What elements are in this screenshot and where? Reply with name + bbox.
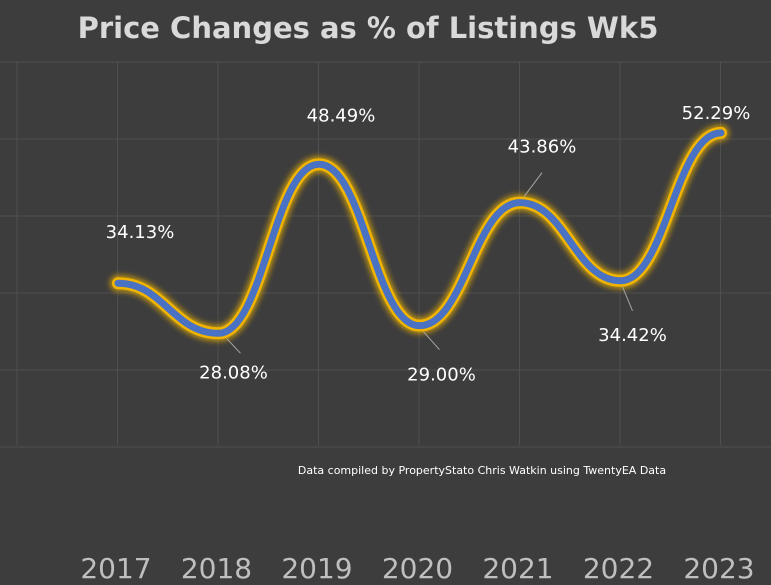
x-tick-label: 2021	[482, 552, 553, 585]
data-label: 34.42%	[598, 325, 667, 346]
series-line-group	[110, 124, 729, 342]
x-tick-label: 2020	[382, 552, 453, 585]
x-tick-label: 2019	[281, 552, 352, 585]
gridlines	[0, 61, 771, 448]
source-note: Data compiled by PropertyStato Chris Wat…	[298, 464, 666, 477]
data-labels-group: 34.13% 28.08% 48.49% 29.00% 43.86% 34.42% 52.2…	[106, 103, 751, 386]
x-axis-ticks: 2017 2018 2019 2020 2021 2022 2023	[80, 552, 754, 585]
data-label: 52.29%	[682, 103, 751, 124]
chart-title: Price Changes as % of Listings Wk5	[78, 11, 659, 45]
data-label: 34.13%	[106, 222, 175, 243]
x-tick-label: 2018	[181, 552, 252, 585]
data-label: 48.49%	[307, 105, 376, 126]
series-line	[114, 129, 725, 337]
data-label-leader	[423, 331, 440, 351]
data-label: 28.08%	[199, 362, 268, 383]
x-tick-label: 2023	[683, 552, 754, 585]
x-tick-label: 2017	[80, 552, 151, 585]
data-label-leader	[523, 172, 543, 197]
data-label-leader	[226, 337, 241, 354]
data-label: 43.86%	[508, 137, 577, 158]
data-label: 29.00%	[407, 365, 476, 386]
x-tick-label: 2022	[583, 552, 654, 585]
data-label-leader	[622, 286, 633, 311]
